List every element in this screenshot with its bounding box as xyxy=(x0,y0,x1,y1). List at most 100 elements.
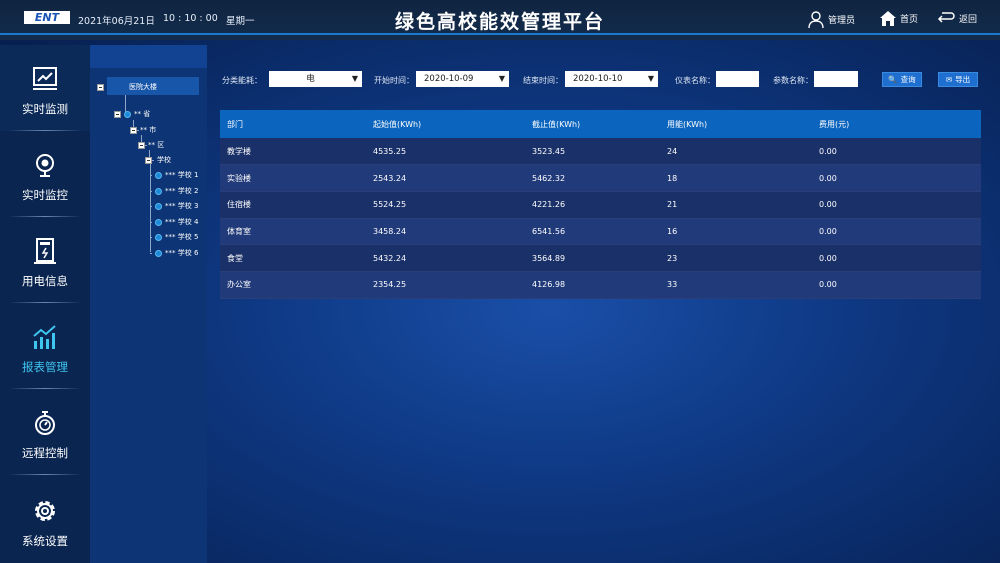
school-icon xyxy=(155,187,162,195)
table-cell: 5432.24 xyxy=(366,244,525,272)
query-label: 查询 xyxy=(900,75,916,84)
category-select[interactable]: 电 ▼ xyxy=(269,71,362,87)
home-icon xyxy=(880,11,896,26)
user-button[interactable]: 管理员 xyxy=(808,11,855,28)
end-time-label: 结束时间： xyxy=(523,76,563,85)
tree-node-label: *** 学校 4 xyxy=(165,218,199,226)
tree-node-label: *** 学校 1 xyxy=(165,171,199,179)
table-cell: 0.00 xyxy=(812,191,981,219)
table-cell: 0.00 xyxy=(812,271,981,299)
table-cell: 0.00 xyxy=(812,138,981,166)
table-cell: 体育室 xyxy=(220,218,366,246)
sidebar-item-realtime-surveillance[interactable]: 实时监控 xyxy=(0,131,90,217)
school-icon xyxy=(155,249,162,257)
tree-node-city[interactable]: ** 市 xyxy=(130,125,156,135)
table-cell: 6541.56 xyxy=(525,218,660,246)
tree-node-school[interactable]: *** 学校 6 xyxy=(150,248,198,258)
table-cell: 食堂 xyxy=(220,244,366,272)
table-row[interactable]: 体育室 3458.24 6541.56 16 0.00 xyxy=(220,218,981,246)
webcam-icon xyxy=(36,154,54,177)
sidebar-item-realtime-monitoring[interactable]: 实时监测 xyxy=(0,45,90,131)
header: ENT 2021年06月21日 10 : 10 : 00 星期一 绿色高校能效管… xyxy=(0,0,1000,40)
table-cell: 2354.25 xyxy=(366,271,525,299)
tree-node-label: 学校 xyxy=(157,156,171,164)
meter-name-label: 仪表名称： xyxy=(675,76,715,85)
table-cell: 23 xyxy=(660,244,812,272)
home-button[interactable]: 首页 xyxy=(880,11,918,26)
table-cell: 2543.24 xyxy=(366,164,525,192)
table-cell: 18 xyxy=(660,164,812,192)
table-cell: 16 xyxy=(660,218,812,246)
user-label: 管理员 xyxy=(828,16,856,26)
tree-node-school[interactable]: *** 学校 1 xyxy=(150,170,198,180)
category-label: 分类能耗： xyxy=(222,76,262,85)
param-name-input[interactable] xyxy=(814,71,858,87)
gear-icon xyxy=(35,501,55,521)
tree-node-district[interactable]: ** 区 xyxy=(138,140,164,150)
collapse-icon[interactable] xyxy=(145,156,152,164)
globe-icon xyxy=(124,110,131,118)
school-icon xyxy=(155,202,162,210)
column-header: 截止值(KWh) xyxy=(525,110,660,138)
collapse-icon[interactable] xyxy=(97,83,104,91)
sidebar-item-label: 报表管理 xyxy=(22,360,68,374)
tree-node-root[interactable]: 医院大楼 xyxy=(97,82,157,92)
tree-node-school[interactable]: *** 学校 5 xyxy=(150,232,198,242)
meter-name-input[interactable] xyxy=(716,71,759,87)
dropdown-arrow-icon: ▼ xyxy=(498,74,505,83)
return-icon xyxy=(937,12,955,23)
sidebar-item-report-management[interactable]: 报表管理 xyxy=(0,303,90,389)
collapse-icon[interactable] xyxy=(114,110,121,118)
tree-node-school[interactable]: *** 学校 3 xyxy=(150,201,198,211)
collapse-icon[interactable] xyxy=(130,126,137,134)
table-row[interactable]: 住宿楼 5524.25 4221.26 21 0.00 xyxy=(220,191,981,219)
school-icon xyxy=(155,233,162,241)
tree-node-label: *** 学校 2 xyxy=(165,187,199,195)
table-row[interactable]: 教学楼 4535.25 3523.45 24 0.00 xyxy=(220,138,981,166)
table-cell: 24 xyxy=(660,138,812,166)
category-value: 电 xyxy=(306,74,315,84)
date: 2021年06月21日 xyxy=(78,16,155,27)
table-row[interactable]: 食堂 5432.24 3564.89 23 0.00 xyxy=(220,244,981,272)
tree-node-school[interactable]: *** 学校 2 xyxy=(150,186,198,196)
export-button[interactable]: ✉ 导出 xyxy=(938,72,978,87)
user-icon xyxy=(808,11,824,28)
tree-node-label: *** 学校 3 xyxy=(165,202,199,210)
sidebar-item-system-settings[interactable]: 系统设置 xyxy=(0,477,90,563)
tree-node-label: *** 学校 5 xyxy=(165,233,199,241)
dropdown-arrow-icon: ▼ xyxy=(647,74,654,83)
table-cell: 0.00 xyxy=(812,164,981,192)
power-meter-icon xyxy=(34,238,56,264)
org-tree-panel: 医院大楼 ** 省 ** 市 ** 区 学校 *** 学校 1 *** 学校 2… xyxy=(90,45,207,563)
back-button[interactable]: 返回 xyxy=(937,11,977,25)
table-row[interactable]: 办公室 2354.25 4126.98 33 0.00 xyxy=(220,271,981,299)
logo: ENT xyxy=(24,11,70,24)
search-icon: 🔍 xyxy=(888,75,898,84)
param-name-label: 参数名称： xyxy=(773,76,813,85)
start-time-select[interactable]: 2020-10-09 ▼ xyxy=(416,71,509,87)
sidebar-item-power-info[interactable]: 用电信息 xyxy=(0,217,90,303)
tree-node-label: ** 省 xyxy=(134,110,151,118)
table-cell: 0.00 xyxy=(812,218,981,246)
table-cell: 4126.98 xyxy=(525,271,660,299)
table-header-row: 部门 起始值(KWh) 截止值(KWh) 用能(KWh) 费用(元) xyxy=(220,110,981,138)
table-row[interactable]: 实验楼 2543.24 5462.32 18 0.00 xyxy=(220,164,981,192)
tree-node-school[interactable]: *** 学校 4 xyxy=(150,217,198,227)
query-button[interactable]: 🔍 查询 xyxy=(882,72,922,87)
tree-node-schools[interactable]: 学校 xyxy=(145,155,171,165)
sidebar-item-remote-control[interactable]: 远程控制 xyxy=(0,389,90,475)
end-time-select[interactable]: 2020-10-10 ▼ xyxy=(565,71,658,87)
table-cell: 办公室 xyxy=(220,271,366,299)
dropdown-arrow-icon: ▼ xyxy=(351,74,358,83)
tree-node-label: ** 市 xyxy=(140,126,157,134)
collapse-icon[interactable] xyxy=(138,141,145,149)
column-header: 用能(KWh) xyxy=(660,110,812,138)
table-cell: 33 xyxy=(660,271,812,299)
tree-node-province[interactable]: ** 省 xyxy=(114,109,150,119)
tree-node-label: *** 学校 6 xyxy=(165,249,199,257)
table-cell: 实验楼 xyxy=(220,164,366,192)
export-label: 导出 xyxy=(955,75,971,84)
sidebar-item-label: 用电信息 xyxy=(22,274,68,288)
table-cell: 3564.89 xyxy=(525,244,660,272)
sidebar-item-label: 实时监控 xyxy=(22,188,68,202)
